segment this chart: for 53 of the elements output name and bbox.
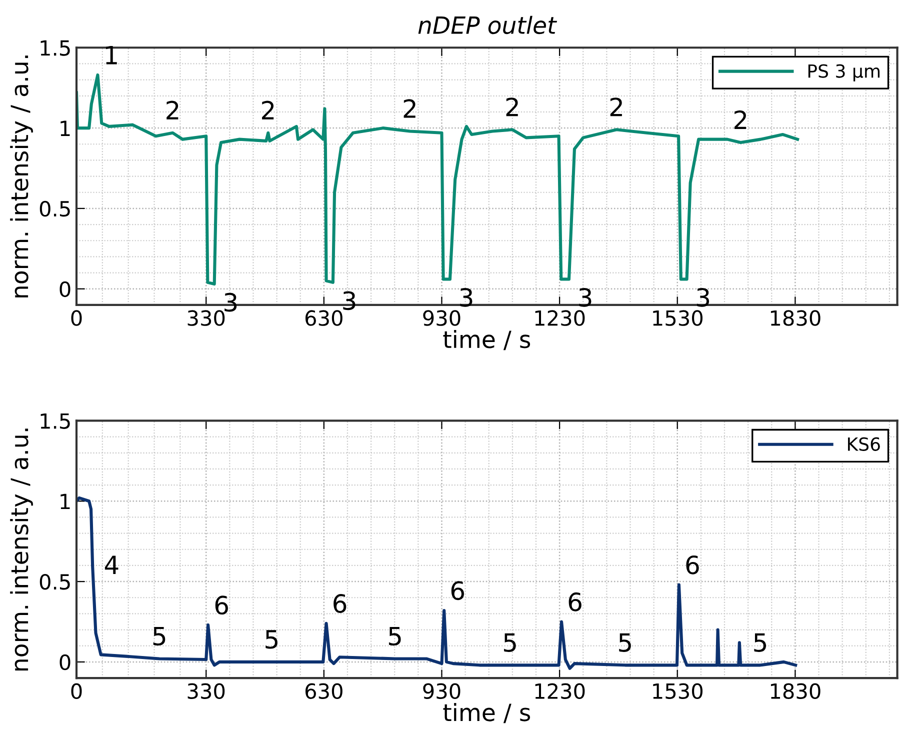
x-tick-label: 1530 [653,683,702,700]
annotation: 2 [166,100,178,120]
y-tick-label: 0.5 [40,200,70,217]
annotation: 5 [153,626,166,646]
annotation: 6 [568,592,582,612]
chart-title: nDEP outlet [418,16,558,34]
x-tick-label: 630 [305,310,342,326]
x-tick-label: 930 [423,310,460,326]
annotation: 2 [404,99,416,118]
x-tick-label: 1230 [535,683,585,700]
x-tick-label: 1530 [653,310,702,326]
annotation: 3 [579,288,592,307]
legend-label: PS 3 µm [808,64,880,82]
annotation: 2 [262,100,274,120]
annotation: 5 [504,633,516,652]
y-tick-label: 1.5 [40,413,70,429]
annotation: 6 [686,555,699,574]
annotation: 5 [266,630,278,649]
x-tick-label: 0 [71,683,82,700]
annotation: 2 [734,110,746,129]
annotation: 3 [697,288,710,307]
y-tick-label: 0 [60,281,70,298]
annotation: 3 [460,288,472,307]
x-axis-title: time / s [443,703,530,724]
line-series [76,73,800,286]
y-tick-label: 1 [60,494,70,510]
annotation: 5 [388,626,401,646]
annotation: 2 [610,98,622,116]
annotation: 6 [215,596,228,615]
x-tick-label: 930 [423,683,460,700]
annotation: 1 [106,46,117,64]
x-tick-label: 0 [71,310,82,326]
annotation: 2 [506,98,518,116]
x-tick-label: 1830 [770,310,820,326]
annotation: 5 [754,633,766,652]
legend-label: KS6 [848,437,880,451]
x-axis-title: time / s [443,330,530,350]
line-series [76,496,798,670]
x-tick-label: 330 [188,683,225,700]
y-axis-title: norm. intensity / a.u. [10,56,33,298]
y-tick-label: 1.5 [40,40,70,56]
annotation: 6 [334,594,346,613]
annotation: 6 [451,581,464,600]
y-tick-label: 0 [60,654,70,670]
x-tick-label: 630 [305,683,342,700]
annotation: 4 [104,556,118,574]
x-tick-label: 1830 [770,683,820,700]
y-axis-title: norm. intensity / a.u. [10,428,33,670]
x-tick-label: 1230 [535,310,585,326]
y-tick-label: 0.5 [40,574,70,590]
y-tick-label: 1 [60,120,70,136]
x-tick-label: 330 [188,310,225,326]
annotation: 5 [619,633,631,652]
